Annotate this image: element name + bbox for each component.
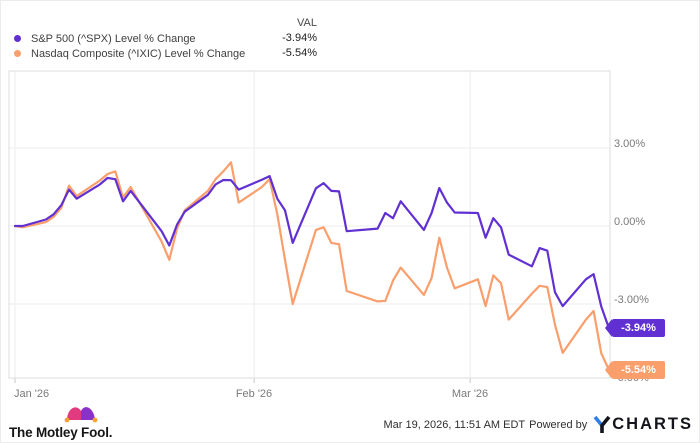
powered-by-label: Powered by <box>529 418 588 431</box>
x-tick-jan: Jan '26 <box>14 388 50 400</box>
legend-label-spx: S&P 500 (^SPX) Level % Change <box>31 32 196 45</box>
chart-credits: Mar 19, 2026, 11:51 AM EDT Powered by CH… <box>384 415 694 434</box>
ycharts-wordmark[interactable]: CHARTS <box>612 415 693 433</box>
motley-fool-logo[interactable]: The Motley Fool. <box>9 401 119 441</box>
series-line[interactable] <box>13 175 611 330</box>
x-tick-feb: Feb '26 <box>235 388 273 400</box>
chart-timestamp: Mar 19, 2026, 11:51 AM EDT <box>383 418 526 431</box>
plot-border <box>8 70 611 379</box>
y-tick-neg3: -3.00% <box>614 294 649 306</box>
x-tick-mar: Mar '26 <box>451 388 489 400</box>
ixic-series-marker-icon <box>14 50 21 57</box>
y-tick-3: 3.00% <box>614 138 646 150</box>
val-spx: -3.94% <box>282 32 317 44</box>
legend-item-spx[interactable]: S&P 500 (^SPX) Level % Change <box>14 31 245 46</box>
legend-item-ixic[interactable]: Nasdaq Composite (^IXIC) Level % Change <box>14 46 245 61</box>
spx-series-marker-icon <box>14 35 21 42</box>
ixic-end-value-badge: -5.54% <box>612 361 665 379</box>
jester-cap-icon <box>64 407 98 423</box>
legend: S&P 500 (^SPX) Level % Change Nasdaq Com… <box>14 31 245 61</box>
legend-label-ixic: Nasdaq Composite (^IXIC) Level % Change <box>31 47 246 60</box>
y-tick-0: 0.00% <box>614 216 646 228</box>
val-column: VAL -3.94% -5.54% <box>247 16 317 61</box>
val-column-header: VAL <box>297 17 317 29</box>
ycharts-y-icon <box>593 416 611 433</box>
series-line[interactable] <box>13 161 611 372</box>
spx-end-value-badge: -3.94% <box>612 319 665 337</box>
motley-fool-wordmark: The Motley Fool. <box>9 425 113 440</box>
val-ixic: -5.54% <box>282 47 317 59</box>
